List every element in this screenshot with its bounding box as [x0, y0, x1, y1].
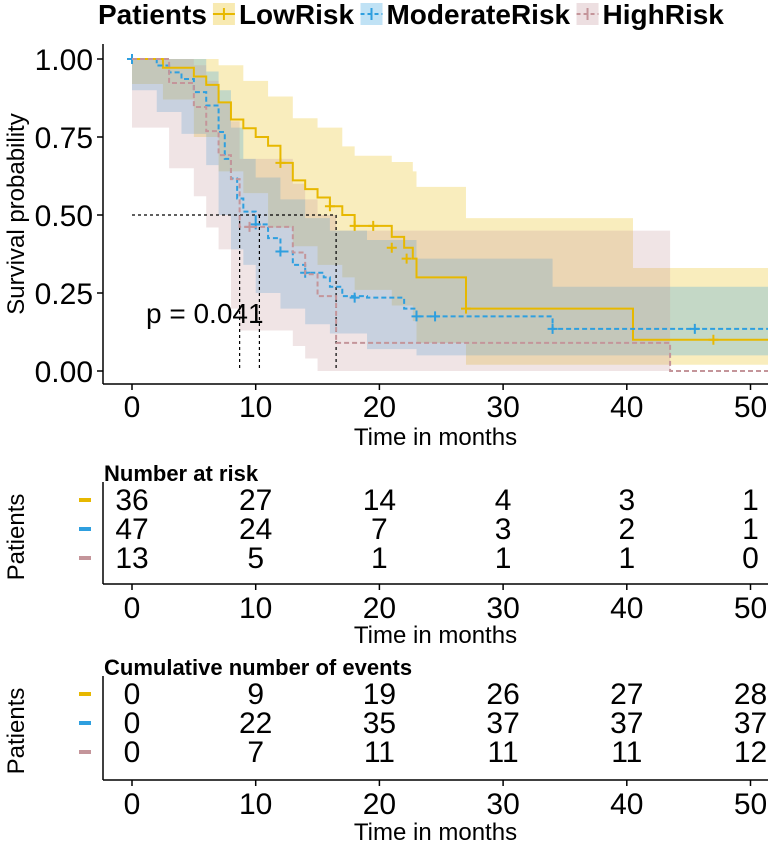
censor-mark-highrisk-0	[244, 221, 255, 232]
ci-band-moderaterisk	[132, 59, 768, 356]
risk-table-x-axis-title: Time in months	[354, 622, 517, 649]
events-table-cell: 11	[611, 736, 642, 769]
legend-entry-moderaterisk: ModerateRisk	[386, 0, 570, 30]
censor-mark-lowrisk-5	[401, 253, 412, 264]
events-table-cell: 9	[247, 678, 264, 711]
risk-table-x-tick-label-4: 40	[610, 592, 643, 625]
events-table-cell: 0	[124, 707, 141, 740]
events-table-cell: 11	[364, 736, 395, 769]
legend-entry-lowrisk: LowRisk	[239, 0, 355, 30]
censor-mark-lowrisk-2	[349, 220, 360, 231]
censor-mark-moderaterisk-7	[547, 323, 558, 334]
risk-table-x-tick-label-2: 20	[363, 592, 396, 625]
events-table-y-axis-title: Patients	[3, 688, 30, 775]
events-table-cell: 35	[363, 707, 396, 740]
risk-table-cell: 13	[115, 542, 148, 575]
events-table-cell: 0	[124, 678, 141, 711]
events-table-cell: 12	[734, 736, 767, 769]
risk-table-x-tick-label-3: 30	[486, 592, 519, 625]
risk-table-cell: 7	[371, 513, 388, 546]
events-table-cell: 37	[610, 707, 643, 740]
censor-mark-lowrisk-3	[368, 220, 379, 231]
events-table-cell: 22	[239, 707, 272, 740]
events-table-cell: 7	[247, 736, 264, 769]
risk-table-cell: 1	[495, 542, 512, 575]
y-tick-label-2: 0.50	[35, 200, 93, 233]
censor-mark-lowrisk-0	[275, 157, 286, 168]
events-table-x-tick-label-1: 10	[239, 788, 272, 821]
risk-table-cell: 47	[115, 513, 148, 546]
events-table-x-tick-label-2: 20	[363, 788, 396, 821]
events-table-x-tick-label-0: 0	[124, 788, 141, 821]
legend-title: Patients	[98, 0, 207, 30]
risk-table-cell: 24	[239, 513, 272, 546]
risk-table-cell: 1	[742, 484, 759, 517]
events-table-cell: 37	[734, 707, 767, 740]
risk-table-cell: 0	[742, 542, 759, 575]
plot-area	[127, 54, 768, 372]
events-table-cell: 27	[610, 678, 643, 711]
events-table-cell: 28	[734, 678, 767, 711]
x-tick-label-4: 40	[610, 391, 643, 424]
survival-curve-highrisk	[132, 58, 768, 372]
x-tick-label-0: 0	[124, 391, 141, 424]
y-tick-label-0: 0.00	[35, 356, 93, 389]
events-table-cell: 11	[488, 736, 519, 769]
legend: Patients LowRisk ModerateRisk HighRisk	[98, 0, 724, 30]
events-table-x-tick-label-5: 50	[734, 788, 767, 821]
risk-table-cell: 1	[371, 542, 388, 575]
y-tick-label-3: 0.75	[35, 122, 93, 155]
censor-mark-lowrisk-1	[324, 201, 335, 212]
risk-table-y-axis-title: Patients	[3, 494, 30, 581]
events-table-x-tick-label-3: 30	[486, 788, 519, 821]
censor-mark-moderaterisk-6	[430, 311, 441, 322]
events-table-cell: 26	[486, 678, 519, 711]
events-table-x-tick-label-4: 40	[610, 788, 643, 821]
x-tick-label-1: 10	[239, 391, 272, 424]
risk-table-cell: 2	[618, 513, 635, 546]
risk-table-cell: 3	[495, 513, 512, 546]
ci-band-lowrisk	[132, 59, 768, 365]
legend-entry-highrisk: HighRisk	[603, 0, 725, 30]
risk-table-cell: 4	[495, 484, 512, 517]
censor-mark-lowrisk-7	[708, 334, 719, 345]
y-tick-label-4: 1.00	[35, 44, 93, 77]
risk-table-x-tick-label-5: 50	[734, 592, 767, 625]
events-table-x-axis-title: Time in months	[354, 819, 517, 845]
risk-table-cell: 1	[742, 513, 759, 546]
x-tick-label-5: 50	[734, 391, 767, 424]
risk-table-cell: 5	[247, 542, 264, 575]
events-table-cell: 0	[124, 736, 141, 769]
ci-band-highrisk	[132, 59, 671, 371]
x-tick-label-2: 20	[363, 391, 396, 424]
censor-mark-lowrisk-4	[386, 242, 397, 253]
km-plot: 0.00 0.25 0.50 0.75 1.00 0 10 20 30 40 50 Time in m…	[3, 44, 768, 451]
x-axis-title: Time in months	[354, 424, 517, 451]
events-table-title: Cumulative number of events	[104, 655, 412, 680]
risk-table-cell: 3	[618, 484, 635, 517]
risk-table-cell: 1	[618, 542, 635, 575]
risk-table-cell: 27	[239, 484, 272, 517]
survival-curve-lowrisk	[132, 58, 768, 341]
y-axis-title: Survival probability	[3, 113, 30, 314]
y-tick-label-1: 0.25	[35, 278, 93, 311]
censor-mark-moderaterisk-8	[689, 323, 700, 334]
x-tick-label-3: 30	[486, 391, 519, 424]
censor-mark-moderaterisk-4	[349, 292, 360, 303]
p-value-annotation: p = 0.041	[146, 298, 264, 329]
risk-table-x-tick-label-0: 0	[124, 592, 141, 625]
censor-mark-moderaterisk-2	[275, 246, 286, 257]
censor-mark-moderaterisk-5	[411, 311, 422, 322]
risk-table-cell: 14	[363, 484, 396, 517]
events-table-cell: 37	[486, 707, 519, 740]
risk-table-title: Number at risk	[104, 461, 259, 486]
risk-table-cell: 36	[115, 484, 148, 517]
risk-table-x-tick-label-1: 10	[239, 592, 272, 625]
events-table-cell: 19	[363, 678, 396, 711]
censor-mark-lowrisk-6	[460, 303, 471, 314]
